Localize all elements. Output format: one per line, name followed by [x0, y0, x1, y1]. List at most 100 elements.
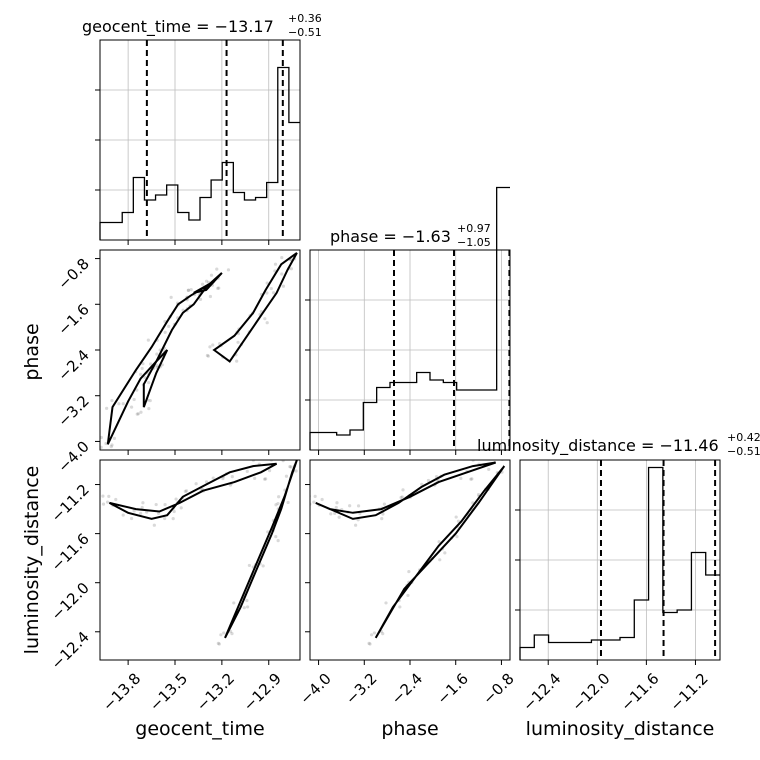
scatter-point-lumdist_vs_phase-0-5-2 [420, 482, 424, 486]
scatter-point-lumdist_vs_geocent_time-1-6-2 [288, 464, 292, 469]
scatter-point-lumdist_vs_geocent_time-0-3-1 [172, 509, 176, 514]
scatter-point-lumdist_vs_geocent_time-0-5-2 [204, 480, 209, 484]
scatter-point-lumdist_vs_phase-0-9-0 [469, 477, 473, 481]
scatter-point-phase_vs_geocent_time-1-10-1 [236, 340, 240, 344]
title-luminosity-distance-minus: −0.51 [727, 445, 760, 458]
scatter-point-lumdist_vs_geocent_time-0-9-1 [264, 477, 268, 481]
scatter-point-lumdist_vs_geocent_time-0-10-0 [230, 475, 234, 479]
scatter-point-lumdist_vs_phase-1-9-1 [438, 558, 442, 562]
scatter-point-phase_vs_geocent_time-2-4-2 [135, 388, 139, 392]
scatter-point-lumdist_vs_phase-1-4-0 [454, 515, 458, 519]
hist-frame-geocent_time [99, 39, 301, 241]
scatter-point-lumdist_vs_phase-0-4-2 [400, 495, 404, 499]
scatter-point-phase_vs_geocent_time-1-3-0 [265, 321, 269, 325]
contour-lumdist_vs_geocent_time-0 [108, 462, 278, 520]
xtick-label-phase-4: −0.8 [479, 670, 517, 708]
scatter-point-lumdist_vs_phase-0-15-2 [320, 497, 324, 502]
scatter-point-lumdist_vs_geocent_time-0-3-0 [171, 516, 175, 521]
scatter-point-lumdist_vs_geocent_time-0-5-0 [211, 476, 215, 480]
scatter-point-lumdist_vs_geocent_time-1-1-0 [246, 605, 250, 609]
scatter-point-lumdist_vs_geocent_time-1-5-0 [294, 469, 298, 473]
xlabel-phase: phase [381, 718, 438, 740]
ylabel-phase: phase [21, 323, 43, 380]
scatter-point-lumdist_vs_geocent_time-1-3-1 [274, 534, 278, 539]
scatter-point-phase_vs_geocent_time-2-0-0 [136, 412, 140, 416]
scatter-point-phase_vs_geocent_time-2-3-0 [155, 363, 159, 368]
scatter-point-phase_vs_geocent_time-2-5-2 [135, 412, 139, 416]
scatter-point-lumdist_vs_phase-0-8-1 [500, 460, 504, 462]
scatter-point-phase_vs_geocent_time-1-8-0 [265, 291, 269, 295]
scatter-point-lumdist_vs_geocent_time-0-11-1 [194, 482, 198, 486]
scatter-point-lumdist_vs_geocent_time-0-0-0 [105, 500, 110, 504]
ytick-label-phase-2: −2.4 [54, 346, 92, 384]
ytick-label-luminosity_distance-1: −12.0 [48, 579, 93, 624]
scatter-point-phase_vs_geocent_time-3-0-1 [198, 297, 203, 301]
scatter-point-phase_vs_geocent_time-3-0-2 [189, 288, 193, 292]
scatter-point-lumdist_vs_geocent_time-0-15-2 [114, 497, 118, 502]
scatter-point-lumdist_vs_geocent_time-0-4-1 [183, 489, 187, 493]
scatter-point-lumdist_vs_phase-0-12-2 [382, 502, 386, 506]
xtick-label-geocent_time-3: −12.9 [240, 670, 285, 715]
scatter-point-lumdist_vs_phase-1-0-0 [367, 641, 371, 645]
scatter-point-lumdist_vs_phase-0-15-1 [313, 494, 317, 498]
panel-inner-phase_vs_geocent_time [100, 252, 298, 449]
scatter-point-lumdist_vs_geocent_time-1-5-2 [284, 474, 289, 478]
scatter-point-phase_vs_geocent_time-1-0-0 [205, 353, 210, 358]
scatter-point-lumdist_vs_phase-1-0-2 [381, 632, 385, 636]
scatter-point-lumdist_vs_geocent_time-0-13-2 [163, 503, 167, 507]
scatter-point-phase_vs_geocent_time-0-15-0 [105, 406, 109, 410]
scatter-point-phase_vs_geocent_time-2-0-1 [147, 406, 151, 411]
scatter-point-lumdist_vs_geocent_time-0-4-0 [174, 497, 178, 501]
scatter-point-lumdist_vs_phase-1-3-0 [443, 551, 447, 555]
scatter-point-phase_vs_geocent_time-1-4-0 [269, 286, 273, 291]
scatter-point-lumdist_vs_geocent_time-1-0-2 [230, 632, 234, 636]
scatter-point-lumdist_vs_phase-0-14-0 [333, 511, 337, 516]
panel-inner-lumdist_vs_phase [310, 460, 506, 646]
scatter-point-lumdist_vs_geocent_time-0-9-2 [253, 476, 257, 481]
scatter-point-lumdist_vs_phase-0-11-1 [401, 488, 405, 492]
scatter-point-phase_vs_geocent_time-1-3-1 [263, 317, 267, 321]
scatter-point-phase_vs_geocent_time-0-7-1 [204, 279, 209, 283]
scatter-point-lumdist_vs_phase-0-1-1 [329, 512, 333, 516]
scatter-point-phase_vs_geocent_time-3-1-0 [209, 273, 214, 277]
scatter-point-lumdist_vs_phase-0-5-0 [426, 478, 431, 483]
scatter-point-phase_vs_geocent_time-1-1-0 [235, 359, 239, 363]
xtick-label-luminosity_distance-1: −12.0 [568, 670, 613, 715]
scatter-point-lumdist_vs_geocent_time-1-7-2 [276, 501, 280, 506]
scatter-point-lumdist_vs_geocent_time-0-2-2 [156, 511, 161, 516]
scatter-point-lumdist_vs_geocent_time-0-13-1 [163, 516, 167, 521]
scatter-point-lumdist_vs_geocent_time-1-2-0 [247, 563, 251, 568]
scatter-point-lumdist_vs_geocent_time-0-7-2 [245, 469, 249, 473]
scatter-point-phase_vs_geocent_time-0-14-2 [141, 362, 145, 366]
scatter-point-phase_vs_geocent_time-2-5-0 [139, 410, 143, 414]
scatter-point-phase_vs_geocent_time-0-1-1 [121, 402, 125, 406]
scatter-point-lumdist_vs_geocent_time-0-12-0 [179, 506, 183, 510]
scatter-point-phase_vs_geocent_time-1-4-1 [281, 284, 286, 288]
scatter-point-phase_vs_geocent_time-0-13-0 [146, 338, 150, 342]
scatter-point-lumdist_vs_geocent_time-0-8-1 [281, 460, 285, 463]
scatter-point-phase_vs_geocent_time-1-11-0 [206, 354, 210, 358]
scatter-point-phase_vs_geocent_time-0-11-1 [169, 295, 173, 299]
scatter-point-lumdist_vs_phase-0-3-0 [380, 516, 384, 521]
scatter-point-lumdist_vs_geocent_time-0-15-0 [101, 502, 106, 506]
scatter-point-phase_vs_geocent_time-1-4-2 [271, 291, 276, 295]
xlabel-luminosity-distance: luminosity_distance [526, 718, 715, 740]
scatter-point-phase_vs_geocent_time-0-8-1 [226, 268, 231, 272]
scatter-point-lumdist_vs_phase-0-4-1 [399, 495, 403, 500]
scatter-point-lumdist_vs_phase-1-11-0 [368, 642, 372, 646]
scatter-point-lumdist_vs_geocent_time-1-6-1 [289, 465, 293, 469]
scatter-point-lumdist_vs_geocent_time-1-1-1 [232, 601, 236, 605]
scatter-point-lumdist_vs_phase-1-5-2 [476, 493, 481, 497]
scatter-point-lumdist_vs_phase-1-8-0 [455, 534, 459, 539]
scatter-point-lumdist_vs_phase-1-11-1 [369, 633, 374, 637]
scatter-point-lumdist_vs_phase-0-0-0 [312, 500, 316, 504]
scatter-point-lumdist_vs_phase-0-14-1 [334, 505, 338, 510]
scatter-point-phase_vs_geocent_time-0-16-1 [100, 445, 103, 449]
scatter-point-phase_vs_geocent_time-2-4-1 [147, 380, 151, 385]
scatter-point-lumdist_vs_geocent_time-1-0-0 [216, 641, 220, 645]
scatter-point-lumdist_vs_geocent_time-0-14-0 [139, 511, 143, 516]
scatter-point-phase_vs_geocent_time-2-4-0 [143, 375, 147, 379]
scatter-point-phase_vs_geocent_time-1-8-1 [265, 281, 269, 285]
xtick-label-luminosity_distance-2: −11.6 [617, 670, 662, 715]
